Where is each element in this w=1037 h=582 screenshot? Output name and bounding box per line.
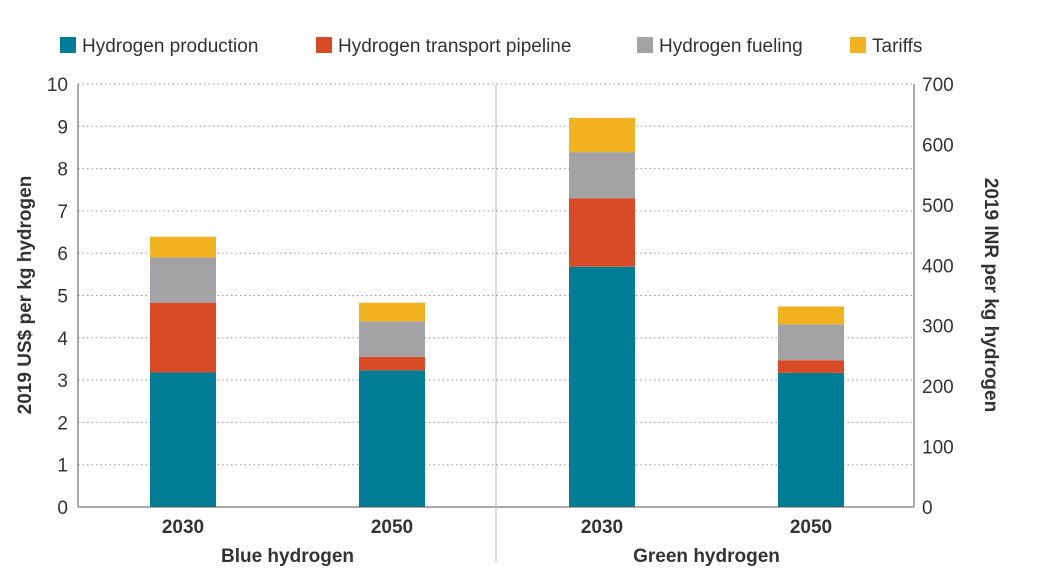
legend: Hydrogen production Hydrogen transport pi… (60, 36, 922, 57)
bar-segment (359, 321, 425, 357)
y-tick-label: 4 (57, 329, 68, 350)
y-tick-label: 6 (57, 244, 68, 265)
x-category-label: 2030 (162, 517, 204, 538)
x-axis-categories: 2030 2050 Blue hydrogen 2030 2050 Green hydro… (162, 517, 832, 567)
bar-segment (778, 306, 844, 325)
bar-segment (150, 236, 216, 258)
y-tick-label: 0 (57, 498, 68, 519)
y-tick-label: 9 (57, 117, 68, 138)
y-tick-label: 10 (47, 75, 68, 96)
bar-segment (359, 370, 425, 507)
x-category-label: 2050 (790, 517, 832, 538)
legend-item: Tariffs (850, 36, 922, 57)
bar-segment (778, 324, 844, 361)
x-group-label: Green hydrogen (633, 546, 780, 567)
axes (77, 84, 915, 562)
bar-segment (778, 372, 844, 507)
y2-tick-label: 0 (922, 498, 933, 519)
legend-swatch (637, 37, 653, 53)
y-axis-right-title: 2019 INR per kg hydrogen (980, 178, 1001, 412)
bar-segment (150, 372, 216, 507)
x-category-label: 2050 (371, 517, 413, 538)
legend-swatch (60, 37, 76, 53)
legend-label: Tariffs (872, 36, 922, 57)
legend-swatch (316, 37, 332, 53)
y-tick-label: 5 (57, 287, 68, 308)
legend-label: Hydrogen fueling (659, 36, 803, 57)
y-axis-right-ticks: 0 100 200 300 400 500 600 700 (922, 75, 954, 519)
y-tick-label: 8 (57, 160, 68, 181)
bars (150, 117, 844, 507)
y-axis-left-title: 2019 US$ per kg hydrogen (15, 176, 36, 415)
bar-segment (359, 302, 425, 322)
y2-tick-label: 200 (922, 377, 954, 398)
y2-tick-label: 100 (922, 438, 954, 459)
x-group-label: Blue hydrogen (221, 546, 354, 567)
legend-label: Hydrogen transport pipeline (338, 36, 571, 57)
bar-segment (150, 302, 216, 373)
y-tick-label: 2 (57, 413, 68, 434)
bar-segment (150, 257, 216, 303)
y-tick-label: 7 (57, 202, 68, 223)
legend-item: Hydrogen production (60, 36, 258, 57)
y2-tick-label: 700 (922, 75, 954, 96)
y-axis-left-ticks: 0 1 2 3 4 5 6 7 8 9 10 (47, 75, 69, 519)
y-tick-label: 3 (57, 371, 68, 392)
legend-item: Hydrogen fueling (637, 36, 803, 57)
y2-tick-label: 600 (922, 135, 954, 156)
bar-segment (569, 152, 635, 199)
y2-tick-label: 400 (922, 256, 954, 277)
x-category-label: 2030 (581, 517, 623, 538)
bar-segment (778, 360, 844, 373)
bar-segment (359, 356, 425, 371)
bar-segment (569, 198, 635, 267)
y2-tick-label: 300 (922, 317, 954, 338)
y-tick-label: 1 (57, 456, 68, 477)
legend-swatch (850, 37, 866, 53)
legend-item: Hydrogen transport pipeline (316, 36, 571, 57)
bar-segment (569, 266, 635, 507)
y2-tick-label: 500 (922, 196, 954, 217)
legend-label: Hydrogen production (82, 36, 258, 57)
bar-segment (569, 117, 635, 153)
